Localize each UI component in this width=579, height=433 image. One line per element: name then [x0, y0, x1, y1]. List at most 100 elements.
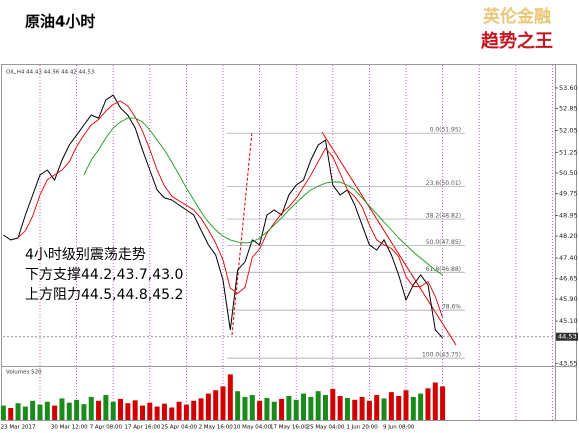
volume-bar	[44, 401, 50, 420]
volume-bar	[235, 391, 241, 420]
volume-bar	[279, 398, 285, 420]
volume-bar	[418, 393, 424, 420]
y-tick-label: 52.85	[559, 105, 578, 113]
volume-bar	[118, 398, 124, 420]
x-tick-label: 10 May 04:00	[233, 425, 271, 431]
x-tick-label: 7 Apr 08:00	[90, 425, 123, 431]
volume-bar	[293, 399, 299, 420]
volume-bar	[52, 405, 58, 420]
volume-bar	[410, 396, 416, 420]
volume-bar	[198, 398, 204, 420]
y-tick-label: 46.65	[559, 275, 578, 283]
x-tick-label: 25 May 04:00	[307, 425, 345, 431]
volume-bar	[440, 386, 446, 420]
volume-bar	[322, 395, 328, 420]
fib-label: 100.0(43.75)	[422, 352, 461, 359]
volume-bar	[271, 401, 277, 420]
volume-bar	[381, 398, 387, 420]
y-tick-label: 45.10	[559, 317, 578, 325]
volume-bar	[205, 393, 211, 420]
volume-bar	[257, 400, 263, 420]
volume-bar	[352, 399, 358, 420]
volume-bar	[147, 402, 153, 420]
volume-bar	[161, 403, 167, 420]
x-tick-label: 23 Mar 2017	[1, 425, 36, 431]
volume-bar	[22, 406, 28, 420]
volume-bar	[132, 400, 138, 420]
volume-bar	[191, 400, 197, 420]
volume-bar	[81, 404, 87, 420]
x-tick-label: 2 May 16:00	[199, 425, 234, 431]
y-tick-label: 47.40	[559, 254, 578, 262]
volume-bar	[359, 396, 365, 420]
volume-bar	[301, 393, 307, 420]
fib-label: 61.8(46.88)	[426, 266, 461, 273]
volume-bar	[330, 388, 336, 420]
volume-bar	[125, 403, 131, 420]
projection-line	[231, 131, 253, 336]
y-tick-label: 52.05	[559, 126, 578, 134]
price-line	[83, 117, 443, 276]
volume-bar	[0, 405, 6, 420]
volume-bar	[103, 395, 109, 420]
current-price-label: 44.53	[558, 333, 577, 341]
current-price-box	[556, 332, 578, 341]
volume-bar	[388, 392, 394, 420]
y-tick-label: 53.60	[559, 84, 578, 92]
volume-bar	[176, 401, 182, 420]
y-tick-label: 45.90	[559, 295, 578, 303]
volume-bar	[88, 396, 94, 420]
volume-bar	[37, 404, 43, 420]
volume-bar	[110, 401, 116, 420]
volume-bar	[337, 396, 343, 420]
symbol-label: OIL,H4 44.43 44.56 44.42 44.53	[6, 70, 95, 76]
volume-bar	[154, 406, 160, 420]
volume-bar	[425, 388, 431, 420]
y-tick-label: 48.95	[559, 212, 578, 220]
price-line	[17, 100, 444, 318]
volume-bar	[315, 391, 321, 420]
fib-label: 50.0(47.85)	[426, 239, 461, 246]
volume-bar	[286, 396, 292, 420]
volume-bar	[59, 398, 65, 420]
annotation: 下方支撑44.2,43.7,43.0	[25, 267, 183, 283]
volume-bar	[308, 396, 314, 420]
volume-bar	[242, 396, 248, 420]
y-tick-label: 43.55	[559, 360, 578, 368]
logo-top: 英伦金融	[483, 6, 551, 27]
volume-bar	[213, 390, 219, 420]
volume-bar	[249, 395, 255, 420]
fib-label: 78.6%	[442, 304, 461, 311]
volume-bar	[15, 403, 21, 420]
fib-label: 23.6(50.01)	[426, 180, 461, 187]
volume-bar	[66, 402, 72, 420]
volume-bar	[183, 404, 189, 420]
y-tick-label: 48.20	[559, 232, 578, 240]
x-tick-label: 17 May 16:00	[270, 425, 308, 431]
x-tick-label: 1 Jun 20:00	[346, 425, 378, 431]
annotation: 上方阻力44.5,44.8,45.2	[25, 287, 183, 303]
volume-bar	[74, 399, 80, 420]
fib-label: 0.0(51.95)	[430, 127, 461, 134]
y-tick-label: 51.25	[559, 148, 578, 156]
volume-bar	[8, 408, 14, 420]
volume-bar	[403, 390, 409, 420]
title: 原油4小时	[25, 13, 95, 31]
volume-bar	[220, 386, 226, 420]
x-tick-label: 30 Mar 12:00	[51, 425, 88, 431]
x-tick-label: 17 Apr 16:00	[125, 425, 161, 431]
fib-label: 38.2(48.82)	[426, 213, 461, 220]
chart-frame	[1, 64, 577, 421]
price-line	[3, 94, 443, 339]
volume-bar	[374, 395, 380, 420]
trend-line	[321, 131, 457, 346]
volume-bar	[366, 400, 372, 420]
volume-bar	[264, 397, 270, 420]
volume-bar	[169, 407, 175, 420]
volume-bar	[432, 382, 438, 420]
volume-label: Volumes 520	[6, 370, 42, 376]
y-tick-label: 49.75	[559, 190, 578, 198]
volume-bar	[227, 374, 233, 420]
